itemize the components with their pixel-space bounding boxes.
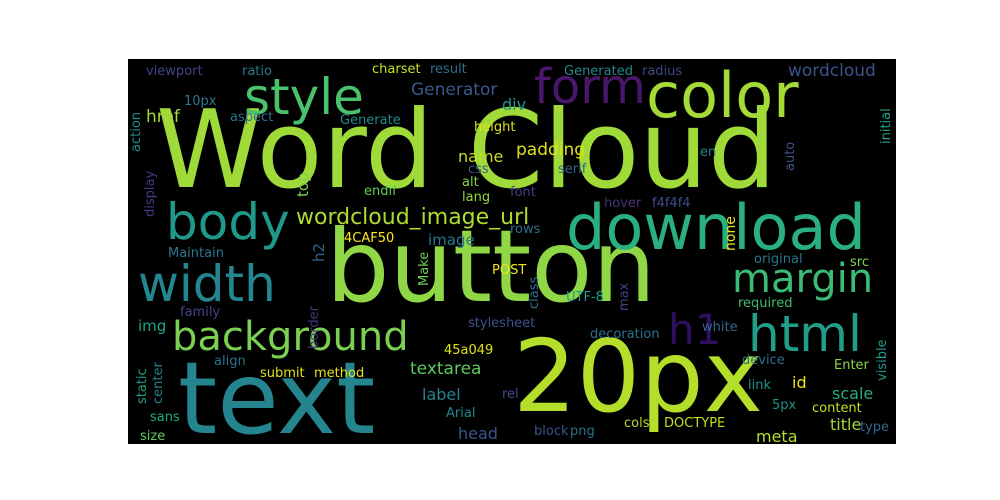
word: textarea bbox=[410, 359, 482, 379]
word: Make bbox=[417, 251, 432, 286]
word: Word Cloud bbox=[156, 88, 777, 213]
word: scale bbox=[832, 384, 874, 403]
word: static bbox=[135, 368, 150, 404]
word: button bbox=[326, 208, 656, 325]
word: css bbox=[468, 162, 489, 177]
word: serif bbox=[558, 162, 587, 177]
word: 4CAF50 bbox=[344, 231, 395, 246]
word: f4f4f4 bbox=[652, 196, 691, 211]
word: radius bbox=[642, 64, 683, 79]
word: viewport bbox=[146, 64, 203, 79]
word: href bbox=[146, 107, 180, 127]
word: content bbox=[812, 401, 862, 416]
word: wordcloud_image_url bbox=[296, 205, 530, 230]
word: color bbox=[646, 59, 799, 132]
word: link bbox=[748, 378, 771, 393]
word: cols bbox=[624, 416, 650, 431]
word: sans bbox=[150, 410, 180, 425]
word: Arial bbox=[446, 406, 476, 421]
word: family bbox=[180, 305, 221, 320]
word: initial bbox=[879, 108, 894, 144]
word: meta bbox=[756, 427, 798, 445]
word: 20px bbox=[513, 318, 763, 435]
word: Generator bbox=[411, 80, 498, 100]
word: align bbox=[214, 354, 246, 369]
word: device bbox=[742, 353, 785, 368]
word: display bbox=[143, 170, 158, 217]
word: type bbox=[860, 420, 890, 435]
word: margin bbox=[732, 256, 874, 302]
word: src bbox=[850, 255, 869, 270]
word: head bbox=[458, 424, 498, 443]
word: font bbox=[510, 185, 536, 200]
word: center bbox=[151, 362, 166, 404]
word: white bbox=[702, 320, 738, 335]
word: 5px bbox=[772, 398, 797, 413]
word: html bbox=[748, 305, 862, 363]
word: method bbox=[314, 366, 365, 381]
word: class bbox=[527, 276, 542, 309]
word: name bbox=[458, 147, 504, 166]
word: body bbox=[166, 193, 290, 251]
word: block bbox=[534, 424, 569, 439]
word-cloud-canvas: Word Cloud button text 20px download col… bbox=[128, 59, 896, 444]
word: image bbox=[428, 231, 475, 249]
word: en bbox=[700, 145, 717, 160]
word: png bbox=[570, 424, 595, 439]
word: width bbox=[138, 255, 276, 313]
word: size bbox=[140, 429, 166, 444]
word: height bbox=[474, 120, 516, 135]
word: img bbox=[138, 317, 167, 335]
word: DOCTYPE bbox=[664, 416, 726, 431]
word: top bbox=[294, 172, 312, 197]
word: padding bbox=[516, 140, 586, 160]
word: max bbox=[617, 282, 632, 311]
word: 45a049 bbox=[444, 343, 494, 358]
word: auto bbox=[783, 141, 798, 171]
word: POST bbox=[492, 263, 527, 278]
word: background bbox=[172, 314, 409, 360]
word: required bbox=[738, 296, 793, 311]
word: form bbox=[534, 59, 646, 115]
word: endif bbox=[364, 184, 397, 199]
word: none bbox=[723, 216, 739, 251]
word: charset bbox=[372, 62, 421, 77]
word: download bbox=[566, 191, 866, 264]
word: Enter bbox=[834, 358, 869, 373]
word: rel bbox=[502, 387, 519, 402]
word: h2 bbox=[310, 242, 328, 262]
word: div bbox=[502, 95, 527, 114]
word: rows bbox=[510, 222, 541, 237]
word: original bbox=[754, 252, 803, 267]
word: title bbox=[830, 415, 862, 434]
word: UTF-8 bbox=[566, 290, 604, 305]
word: 10px bbox=[184, 94, 217, 109]
word: aspect bbox=[230, 110, 274, 125]
word: Generate bbox=[340, 113, 401, 128]
word: h1 bbox=[668, 305, 722, 354]
word: border bbox=[307, 306, 322, 349]
word: Generated bbox=[564, 64, 633, 79]
word: action bbox=[129, 111, 144, 152]
word: alt bbox=[462, 175, 479, 190]
word: text bbox=[178, 340, 376, 445]
word: Maintain bbox=[168, 246, 224, 261]
word: result bbox=[430, 62, 467, 77]
word: id bbox=[792, 373, 807, 392]
word: stylesheet bbox=[468, 316, 536, 331]
word: submit bbox=[260, 366, 305, 381]
word: decoration bbox=[590, 327, 660, 342]
word: style bbox=[244, 68, 364, 126]
word: visible bbox=[875, 339, 890, 381]
word: label bbox=[422, 385, 461, 404]
word: lang bbox=[462, 190, 491, 205]
word: ratio bbox=[242, 64, 272, 79]
word: hover bbox=[604, 196, 642, 211]
word: wordcloud bbox=[788, 61, 876, 81]
